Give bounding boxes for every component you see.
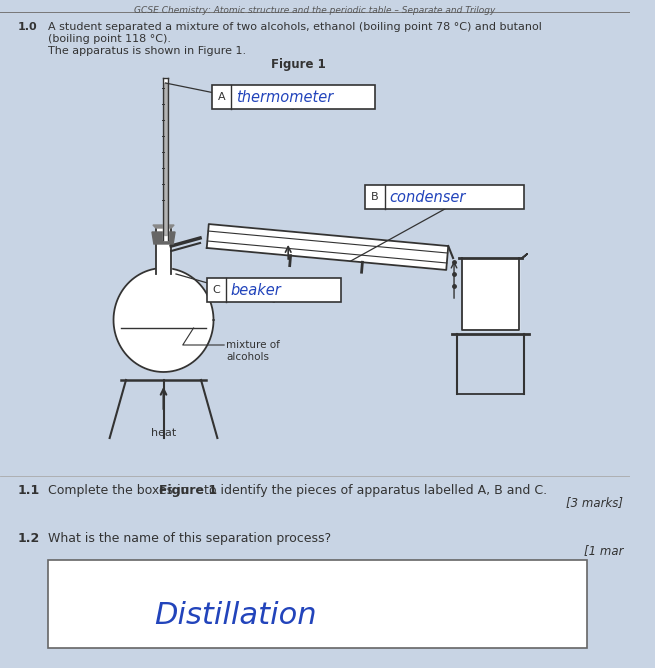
Polygon shape [462,258,519,330]
Text: condenser: condenser [390,190,466,204]
Polygon shape [156,228,171,274]
Text: The apparatus is shown in Figure 1.: The apparatus is shown in Figure 1. [48,46,246,56]
Text: beaker: beaker [231,283,282,297]
Text: 1.2: 1.2 [17,532,39,545]
Text: Complete the boxes in: Complete the boxes in [48,484,193,497]
Text: A: A [217,92,225,102]
Polygon shape [164,83,167,235]
Text: heat: heat [151,428,176,438]
Text: 1.1: 1.1 [17,484,39,497]
Text: [3 marks]: [3 marks] [567,496,624,509]
Text: C: C [212,285,220,295]
FancyBboxPatch shape [207,278,341,302]
FancyBboxPatch shape [365,185,524,209]
Text: mixture of: mixture of [226,340,280,350]
Text: 1.0: 1.0 [17,22,37,32]
Text: A student separated a mixture of two alcohols, ethanol (boiling point 78 °C) and: A student separated a mixture of two alc… [48,22,542,32]
Text: Figure 1: Figure 1 [271,58,326,71]
Text: thermometer: thermometer [236,90,333,104]
Polygon shape [163,78,168,240]
Polygon shape [152,232,175,244]
Text: GCSE Chemistry: Atomic structure and the periodic table – Separate and Trilogy: GCSE Chemistry: Atomic structure and the… [134,6,495,15]
Text: Figure 1: Figure 1 [159,484,217,497]
Polygon shape [207,224,448,270]
Polygon shape [153,225,174,228]
Text: alcohols: alcohols [226,352,269,362]
Text: What is the name of this separation process?: What is the name of this separation proc… [48,532,331,545]
Text: B: B [371,192,379,202]
Text: to identify the pieces of apparatus labelled A, B and C.: to identify the pieces of apparatus labe… [200,484,547,497]
Text: Distillation: Distillation [154,601,316,629]
Text: (boiling point 118 °C).: (boiling point 118 °C). [48,34,171,44]
FancyBboxPatch shape [48,560,587,648]
Polygon shape [113,268,214,372]
FancyBboxPatch shape [212,85,375,109]
Text: [1 mar: [1 mar [584,544,624,557]
